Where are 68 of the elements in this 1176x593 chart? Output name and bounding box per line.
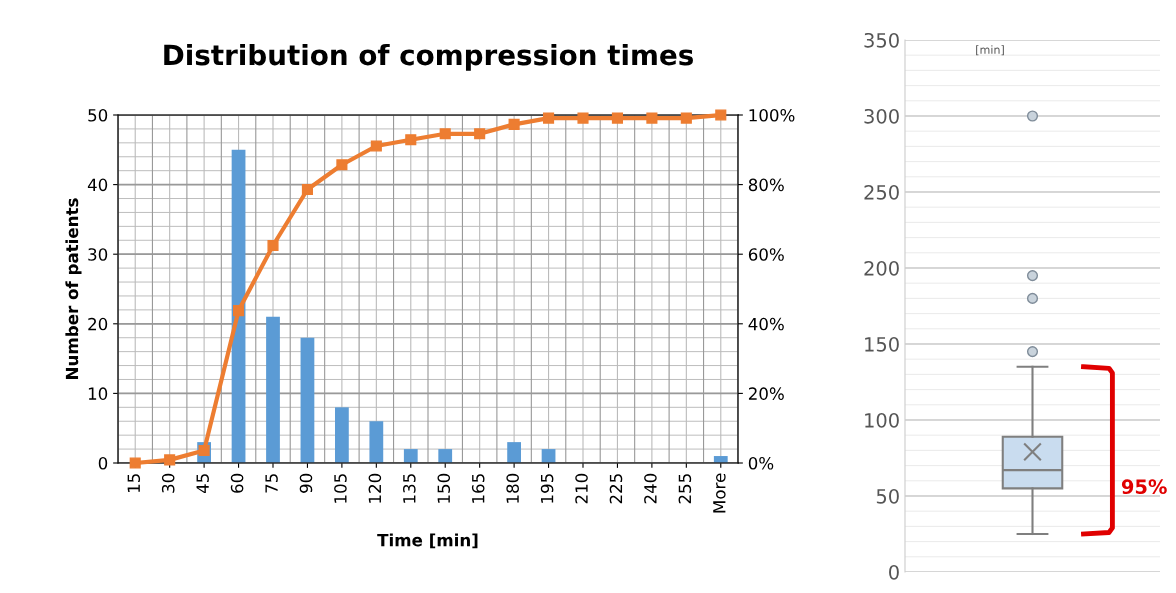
x-tick-label: 135 [403, 474, 416, 503]
x-tick-label: 120 [368, 473, 382, 503]
bar [335, 407, 349, 463]
x-tick-label: 240 [644, 473, 657, 504]
x-tick-label: More [713, 473, 726, 513]
bar [369, 421, 384, 463]
bar [438, 449, 453, 463]
point [336, 159, 348, 171]
point [577, 112, 589, 124]
point [542, 112, 555, 124]
point [508, 118, 520, 130]
annotation: [min] [976, 45, 1004, 56]
y-tick-label: 50 [876, 488, 899, 504]
y2-tick-label: 20% [748, 387, 784, 400]
point [611, 112, 624, 124]
y-tick-label: 150 [865, 336, 899, 352]
x-tick-label: 210 [575, 473, 588, 504]
bar [403, 449, 418, 463]
y-tick-label: 300 [864, 108, 899, 124]
x-tick-label: 45 [196, 474, 209, 494]
point [267, 239, 279, 252]
point [129, 457, 141, 469]
x-tick-label: 165 [471, 474, 485, 503]
y2-tick-label: 80% [748, 178, 784, 192]
bar [507, 442, 521, 463]
y2-tick-label: 0% [748, 456, 774, 470]
x-tick-label: 255 [678, 474, 692, 504]
x-tick-label: 195 [540, 474, 554, 503]
y-tick-label: 350 [864, 32, 899, 48]
point [715, 109, 727, 121]
point [646, 112, 658, 124]
y-tick-label: 10 [88, 387, 108, 400]
bar [266, 316, 280, 463]
annotation: 95% [1121, 479, 1167, 495]
y2-tick-label: 40% [748, 317, 784, 331]
x-tick-label: 225 [609, 474, 623, 504]
x-tick-label: 15 [127, 474, 141, 493]
y2-tick-label: 60% [748, 248, 784, 261]
x-tick-label: 150 [437, 473, 451, 503]
chart-title: Distribution of compression times [164, 43, 693, 71]
x-tick-label: 30 [161, 473, 175, 493]
x-tick-label: 60 [230, 473, 244, 493]
x-tick-label: 75 [265, 474, 278, 493]
y-tick-label: 30 [88, 248, 108, 261]
y-axis-title: Number of patients [65, 198, 82, 379]
point [680, 112, 692, 124]
y-tick-label: 0 [98, 456, 108, 470]
y-tick-label: 0 [889, 564, 899, 580]
point [301, 183, 314, 196]
y-tick-label: 40 [87, 178, 108, 192]
bar [231, 149, 246, 463]
y2-tick-label: 100% [749, 108, 795, 122]
point [474, 128, 486, 140]
point [370, 140, 382, 152]
point [164, 454, 176, 466]
x-tick-label: 105 [334, 474, 347, 503]
x-tick-label: 90 [299, 473, 313, 493]
y-tick-label: 250 [864, 184, 899, 200]
point [232, 305, 245, 317]
bar [300, 337, 315, 463]
x-axis-title: Time [min] [377, 533, 478, 549]
y-tick-label: 100 [865, 412, 899, 428]
point [439, 128, 451, 140]
y-tick-label: 50 [88, 108, 108, 122]
point [405, 134, 417, 146]
x-tick-label: 180 [506, 473, 519, 503]
y-tick-label: 20 [88, 317, 108, 331]
y-tick-label: 200 [864, 260, 899, 276]
